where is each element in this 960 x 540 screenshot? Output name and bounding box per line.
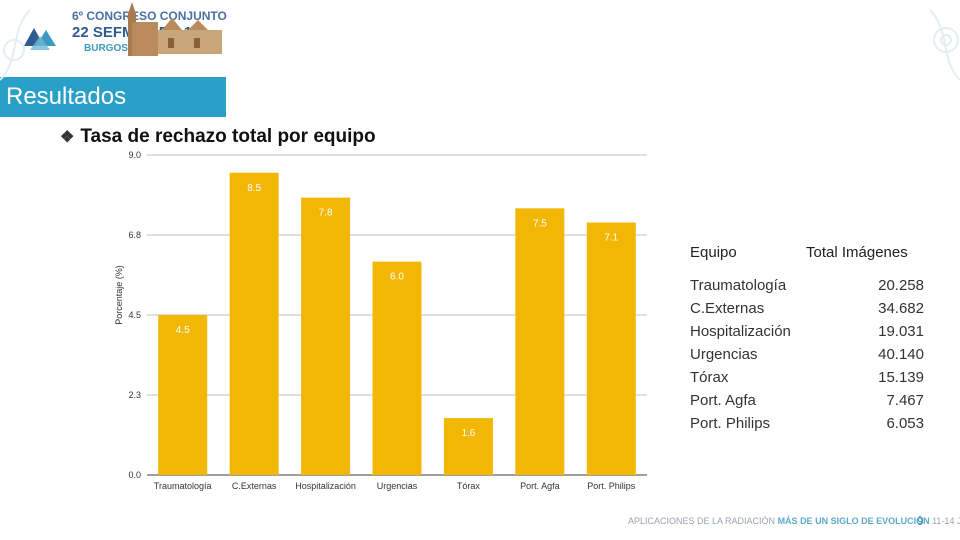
footer-dates: 11-14 JUNIO 2019 [932, 516, 960, 526]
image-total: 19.031 [878, 323, 924, 340]
x-tick-label: C.Externas [232, 481, 277, 491]
label-layer: 4.5 Traumatología 8.5 C.Externas 7.8 Hospital… [154, 183, 636, 491]
y-tick-label: 0.0 [128, 470, 141, 480]
table-row: Tórax 15.139 [690, 369, 940, 392]
y-tick-label: 4.5 [128, 310, 141, 320]
y-tick-label: 2.3 [128, 390, 141, 400]
bar-6 [586, 222, 636, 475]
x-tick-label: Hospitalización [295, 481, 356, 491]
table-row: Port. Agfa 7.467 [690, 392, 940, 415]
bar-value-label: 1.6 [461, 428, 475, 439]
image-total: 20.258 [878, 277, 924, 294]
y-tick-label: 9.0 [128, 150, 141, 160]
chart-subtitle: ❖ Tasa de rechazo total por equipo [60, 126, 376, 148]
footer-text: APLICACIONES DE LA RADIACIÓN [628, 516, 776, 526]
y-axis-label: Porcentaje (%) [114, 265, 124, 325]
bar-5 [515, 208, 565, 476]
footer-tagline: APLICACIONES DE LA RADIACIÓN MÁS DE UN S… [628, 516, 960, 526]
rejection-rate-bar-chart: 0.0 2.3 4.5 6.8 9.0 4.5 Traumatología 8.5 C.Ext… [114, 150, 647, 491]
equipo-name: Port. Agfa [690, 392, 756, 409]
x-tick-label: Urgencias [377, 481, 418, 491]
y-tick-label: 6.8 [128, 230, 141, 240]
bar-value-label: 7.8 [319, 208, 333, 219]
table-row: Port. Philips 6.053 [690, 415, 940, 438]
equipo-name: Hospitalización [690, 323, 791, 340]
bar-value-label: 6.0 [390, 272, 404, 283]
bar-3 [372, 261, 422, 475]
bar-value-label: 7.1 [604, 233, 618, 244]
left-ornament-icon [0, 9, 31, 81]
x-tick-label: Tórax [457, 481, 481, 491]
x-tick-label: Port. Agfa [520, 481, 560, 491]
right-ornament-icon [929, 9, 960, 81]
logo-line-3: BURGOS 2019 [84, 43, 153, 54]
table-header-equipo: Equipo [690, 244, 737, 261]
image-total: 40.140 [878, 346, 924, 363]
bar-1 [229, 172, 279, 475]
equipo-name: Port. Philips [690, 415, 771, 432]
bar-value-label: 4.5 [176, 325, 190, 336]
bullet-diamond-icon: ❖ [60, 129, 75, 146]
image-total: 34.682 [878, 300, 924, 317]
bar-4 [443, 418, 493, 475]
footer-highlight: MÁS DE UN SIGLO DE EVOLUCIÓN [777, 516, 930, 526]
bar-value-label: 7.5 [533, 218, 547, 229]
equipo-name: Urgencias [690, 346, 758, 363]
bar-layer [158, 172, 636, 476]
table-row: Hospitalización 19.031 [690, 323, 940, 346]
bar-value-label: 8.5 [247, 183, 261, 194]
cathedral-illustration [128, 2, 222, 56]
table-row: Traumatología 20.258 [690, 277, 940, 300]
subtitle-text: Tasa de rechazo total por equipo [80, 126, 376, 147]
table-row: C.Externas 34.682 [690, 300, 940, 323]
section-banner: Resultados [0, 77, 226, 117]
bar-2 [301, 197, 351, 475]
table-row: Urgencias 40.140 [690, 346, 940, 369]
image-total: 7.467 [886, 392, 924, 409]
equipo-name: C.Externas [690, 300, 765, 317]
bar-0 [158, 315, 208, 475]
equipo-name: Traumatología [690, 277, 787, 294]
image-total: 6.053 [886, 415, 924, 432]
logo-mark-icon [24, 28, 56, 50]
page-number: 9 [917, 514, 924, 528]
equipo-name: Tórax [690, 369, 729, 386]
image-total: 15.139 [878, 369, 924, 386]
x-tick-label: Traumatología [154, 481, 212, 491]
section-title: Resultados [6, 83, 127, 110]
table-header-total: Total Imágenes [806, 244, 908, 261]
x-tick-label: Port. Philips [587, 481, 636, 491]
logo-line-1: 6º CONGRESO CONJUNTO [72, 9, 227, 23]
